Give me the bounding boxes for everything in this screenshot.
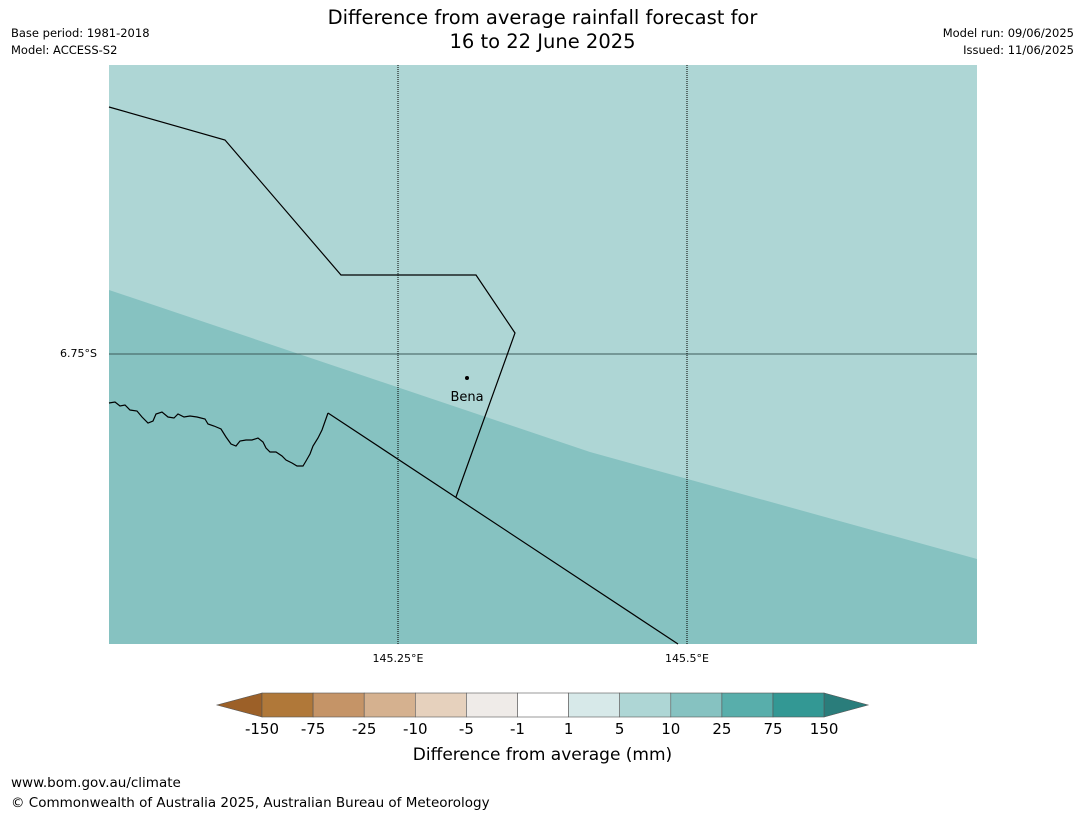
model-text: Model: ACCESS-S2	[11, 43, 118, 57]
colorbar-segment	[721, 692, 774, 718]
colorbar-tick-label: -10	[403, 720, 428, 738]
issued-text: Issued: 11/06/2025	[963, 43, 1074, 57]
district-boundary-river	[108, 401, 329, 467]
colorbar-segment	[466, 692, 518, 718]
longitude-label-145-5: 145.5°E	[665, 652, 709, 665]
colorbar-tick-label: -25	[351, 720, 377, 738]
bena-marker	[465, 376, 469, 380]
colorbar-tick-label: -150	[244, 720, 280, 738]
colorbar-label: Difference from average (mm)	[412, 745, 673, 765]
colorbar-tick-label: 1	[563, 720, 574, 738]
colorbar-low-extend	[215, 692, 263, 718]
bena-label: Bena	[450, 390, 483, 405]
colorbar-tick-label: 10	[661, 720, 681, 738]
colorbar-tick-label: -75	[300, 720, 326, 738]
base-period-text: Base period: 1981-2018	[11, 26, 150, 40]
colorbar-segment	[619, 692, 672, 718]
longitude-label-145-25: 145.25°E	[372, 652, 424, 665]
colorbar-segment	[670, 692, 723, 718]
colorbar	[215, 692, 870, 718]
colorbar-tick-label: -1	[510, 720, 525, 738]
colorbar-tick-label: -5	[458, 720, 474, 738]
colorbar-segment	[261, 692, 314, 718]
district-boundary-southeast	[327, 412, 679, 645]
colorbar-tick-label: 75	[763, 720, 783, 738]
colorbar-tick-label: 150	[809, 720, 839, 738]
district-boundary-line	[108, 106, 516, 498]
lower-rainfall-region	[109, 290, 977, 644]
meta-left: Base period: 1981-2018 Model: ACCESS-S2	[11, 25, 150, 59]
colorbar-segment	[363, 692, 416, 718]
title-line-1: Difference from average rainfall forecas…	[327, 6, 758, 29]
colorbar-segment	[414, 692, 467, 718]
colorbar-tick-label: 5	[614, 720, 625, 738]
colorbar-segment	[772, 692, 825, 718]
title-line-2: 16 to 22 June 2025	[449, 30, 636, 53]
meta-right: Model run: 09/06/2025 Issued: 11/06/2025	[943, 25, 1074, 59]
model-run-text: Model run: 09/06/2025	[942, 26, 1074, 40]
colorbar-segment	[568, 692, 620, 718]
colorbar-segment	[517, 692, 569, 718]
map-title: Difference from average rainfall forecas…	[0, 6, 1085, 54]
colorbar-high-extend	[823, 692, 870, 718]
colorbar-tick-label: 25	[712, 720, 732, 738]
footer-url: www.bom.gov.au/climate	[11, 775, 181, 791]
latitude-label: 6.75°S	[60, 347, 97, 360]
colorbar-segment	[312, 692, 365, 718]
footer-copyright: © Commonwealth of Australia 2025, Austra…	[11, 795, 490, 811]
